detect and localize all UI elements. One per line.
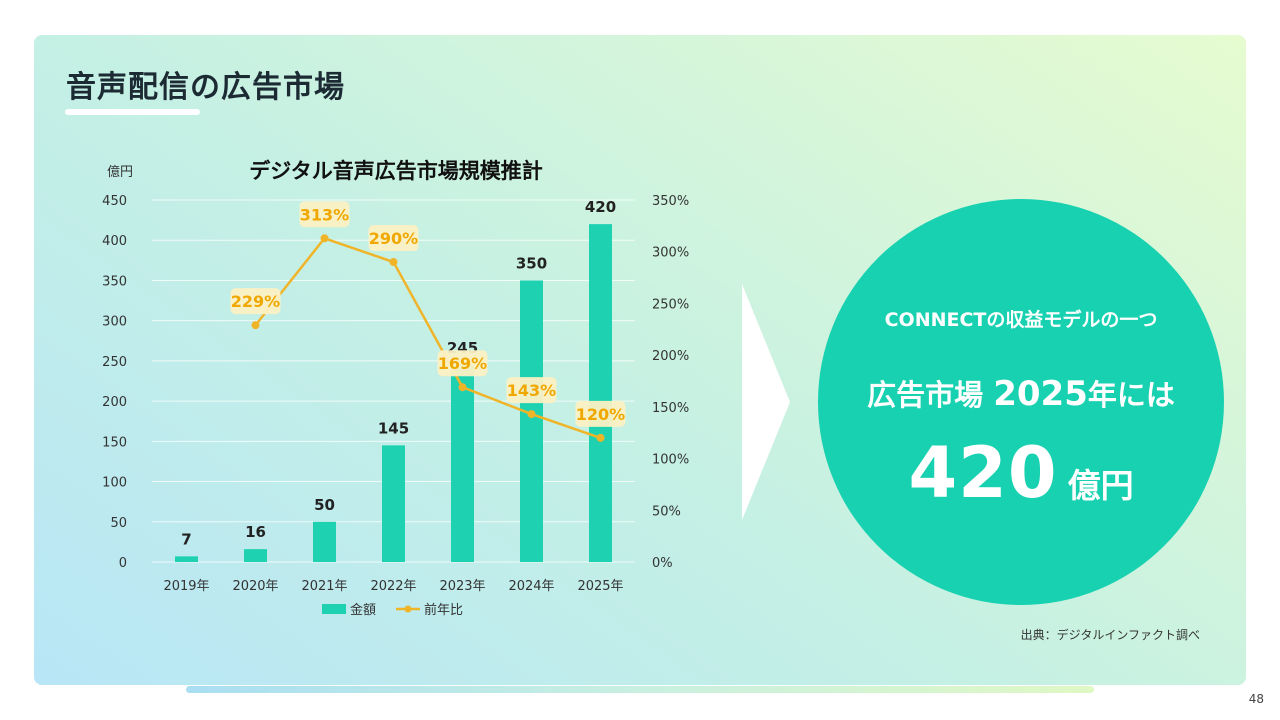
y-axis-unit-label: 億円 xyxy=(107,164,133,180)
x-tick-label: 2019年 xyxy=(163,579,209,594)
line-value-label: 120% xyxy=(576,405,625,424)
y-tick-label: 400 xyxy=(102,234,127,249)
y-tick-label: 0 xyxy=(119,556,127,571)
legend-bar-label: 金額 xyxy=(350,602,376,618)
bar-value-label: 420 xyxy=(585,198,616,216)
chart-title: デジタル音声広告市場規模推計 xyxy=(249,159,543,183)
y2-tick-label: 200% xyxy=(652,349,689,364)
title-underline xyxy=(65,109,200,115)
y-tick-label: 300 xyxy=(102,315,127,330)
bar-series xyxy=(175,224,612,562)
x-tick-label: 2020年 xyxy=(232,579,278,594)
line-value-label: 143% xyxy=(507,381,556,400)
pct-label-bg xyxy=(575,400,626,427)
data-labels: 7 1650145245350420229%313%290%169%143%120… xyxy=(181,198,626,548)
bar xyxy=(313,521,336,562)
headline-suffix: 年には xyxy=(1087,378,1175,412)
bar xyxy=(382,445,405,562)
pct-label-bg xyxy=(230,288,281,315)
pct-label-bg xyxy=(437,350,488,377)
line-point xyxy=(251,321,260,330)
line-point xyxy=(527,410,536,419)
y2-tick-label: 0% xyxy=(652,556,673,571)
line-value-label: 169% xyxy=(438,354,487,373)
legend-line-label: 前年比 xyxy=(424,602,463,618)
y2-tick-label: 300% xyxy=(652,246,689,261)
x-tick-label: 2023年 xyxy=(439,579,485,594)
line-point xyxy=(458,383,467,392)
bar-value-label: 145 xyxy=(378,419,409,437)
bar xyxy=(451,364,474,562)
highlight-amount-unit: 億円 xyxy=(1067,466,1134,505)
bar xyxy=(520,280,543,562)
y-tick-label: 100 xyxy=(102,476,127,491)
y2-tick-label: 150% xyxy=(652,401,689,416)
y2-tick-label: 50% xyxy=(652,504,681,519)
x-tick-label: 2025年 xyxy=(577,579,623,594)
source-note: 出典：デジタルインファクト調べ xyxy=(1020,628,1200,642)
bar xyxy=(175,556,198,562)
line-series xyxy=(251,234,605,442)
line-path xyxy=(254,237,601,440)
page-title: 音声配信の広告市場 xyxy=(66,70,345,105)
legend-line-marker xyxy=(404,605,412,613)
x-tick-label: 2022年 xyxy=(370,579,416,594)
y2-tick-label: 350% xyxy=(652,194,689,209)
x-tick-label: 2021年 xyxy=(301,579,347,594)
y-tick-label: 350 xyxy=(102,274,127,289)
x-tick-label: 2024年 xyxy=(508,579,554,594)
axis-ticks: 0 50 100 150 200 250 300 350 400 450 0% 50% 100% 150%… xyxy=(102,194,689,594)
page-number: 48 xyxy=(1248,692,1264,706)
line-value-label: 313% xyxy=(300,205,349,224)
highlight-circle xyxy=(818,199,1224,605)
line-point xyxy=(596,433,605,442)
bar-value-label: 16 xyxy=(245,523,266,541)
y-tick-label: 50 xyxy=(110,516,127,531)
line-value-label: 290% xyxy=(369,229,418,248)
pct-label-bg xyxy=(368,225,419,252)
line-point xyxy=(389,258,398,267)
bar xyxy=(244,549,267,562)
line-point xyxy=(320,234,329,243)
headline-prefix: 広告市場 xyxy=(867,378,994,412)
highlight-headline: 広告市場 2025年には xyxy=(818,372,1224,414)
y-tick-label: 250 xyxy=(102,355,127,370)
pct-label-bg xyxy=(299,201,350,228)
headline-year: 2025 xyxy=(993,374,1088,414)
highlight-subtitle: CONNECTの収益モデルの一つ xyxy=(884,309,1158,331)
highlight-amount-row: 420 億円 xyxy=(818,432,1224,514)
legend-bar-swatch xyxy=(322,604,346,614)
legend: 金額 前年比 xyxy=(322,602,463,618)
bar xyxy=(589,224,612,562)
highlight-amount: 420 xyxy=(908,432,1058,514)
y-tick-label: 200 xyxy=(102,395,127,410)
bar-value-label: 50 xyxy=(314,496,335,514)
bar-value-label: 7 xyxy=(181,530,191,548)
pct-label-bg xyxy=(506,377,557,404)
bar-value-label: 350 xyxy=(516,254,547,272)
y-tick-label: 150 xyxy=(102,435,127,450)
y2-tick-label: 250% xyxy=(652,297,689,312)
bottom-decoration-bar xyxy=(186,686,1094,693)
arrow-shape xyxy=(742,284,790,520)
line-value-label: 229% xyxy=(231,292,280,311)
y2-tick-label: 100% xyxy=(652,453,689,468)
y-tick-label: 450 xyxy=(102,194,127,209)
